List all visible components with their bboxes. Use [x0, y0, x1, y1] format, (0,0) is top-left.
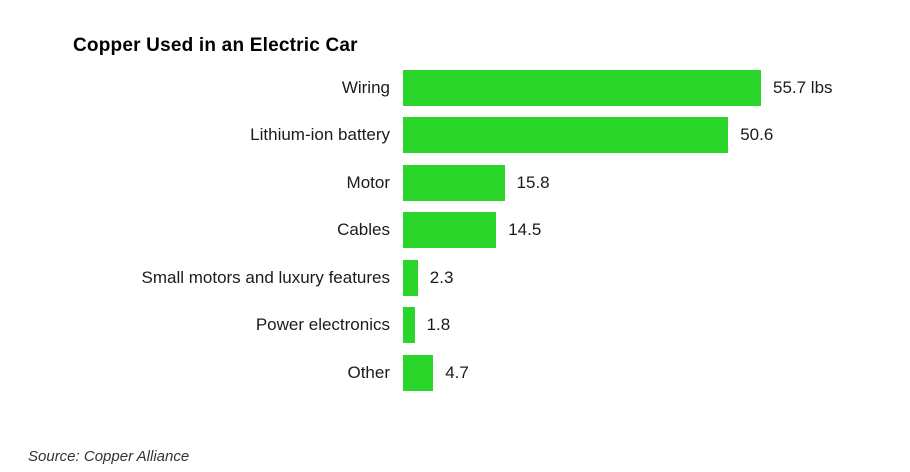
category-label: Power electronics — [255, 315, 390, 335]
bar — [403, 164, 505, 201]
source-note: Source: Copper Alliance — [28, 448, 190, 465]
bar-row: Motor 15.8 — [0, 159, 910, 207]
category-label: Small motors and luxury features — [141, 267, 391, 287]
value-label: 4.7 — [445, 362, 469, 382]
bar — [403, 69, 761, 106]
chart-title: Copper Used in an Electric Car — [73, 35, 358, 56]
bar — [403, 212, 497, 249]
category-label: Wiring — [341, 77, 390, 97]
bar-row: Wiring 55.7 lbs — [0, 64, 910, 112]
bar — [403, 354, 434, 391]
category-label: Lithium-ion battery — [250, 125, 390, 145]
category-label: Cables — [337, 220, 390, 240]
value-label: 1.8 — [426, 315, 451, 335]
bar-row: Cables 14.5 — [0, 207, 910, 255]
category-label: Other — [347, 362, 390, 382]
bar — [403, 117, 729, 154]
value-label: 55.7 lbs — [773, 77, 833, 97]
bar-row: Lithium-ion battery 50.6 — [0, 112, 910, 160]
value-label: 2.3 — [429, 267, 454, 287]
bar-row: Other 4.7 — [0, 349, 910, 397]
bar — [403, 259, 418, 296]
bar-row: Small motors and luxury features 2.3 — [0, 254, 910, 302]
bar-chart: Wiring 55.7 lbs Lithium-ion battery 50.6 Mot… — [0, 64, 910, 397]
value-label: 50.6 — [740, 125, 774, 145]
value-label: 14.5 — [508, 220, 542, 240]
bar — [403, 307, 415, 344]
value-label: 15.8 — [516, 172, 550, 192]
bar-row: Power electronics 1.8 — [0, 302, 910, 350]
category-label: Motor — [346, 172, 390, 192]
